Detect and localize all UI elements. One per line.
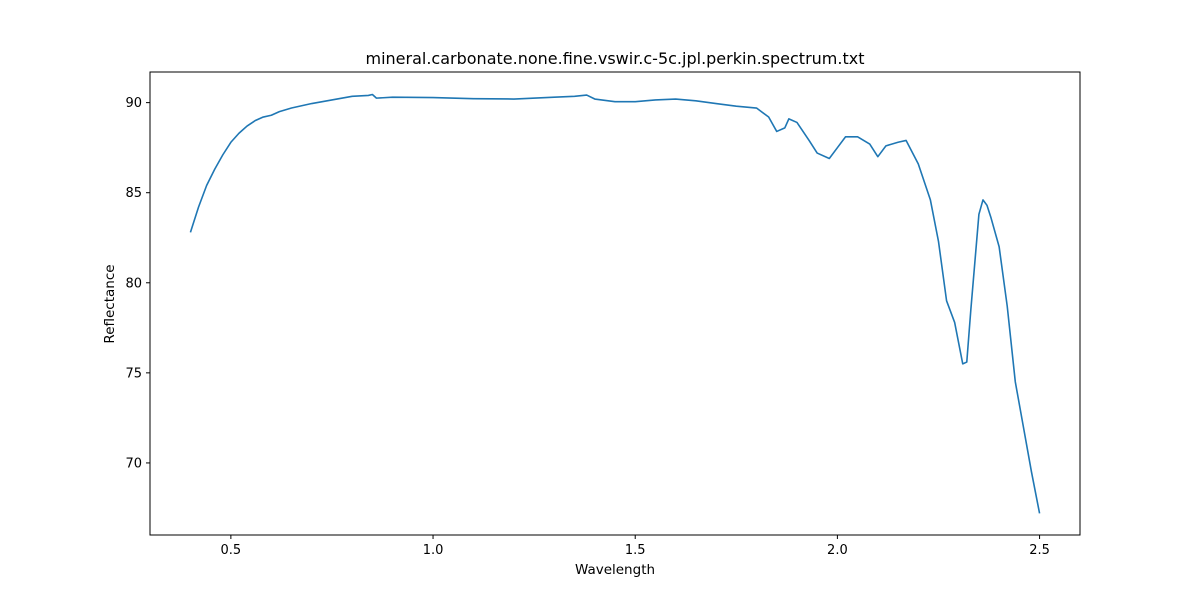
y-axis-label: Reflectance	[102, 264, 118, 343]
x-axis-label: Wavelength	[575, 562, 655, 578]
x-tick-label: 1.0	[423, 543, 444, 558]
axes-frame	[149, 71, 1081, 536]
x-tick-label: 2.5	[1029, 543, 1050, 558]
y-tick-label: 80	[125, 276, 142, 291]
x-axis-ticks: 0.5 1.0 1.5 2.0 2.5	[221, 535, 1050, 558]
y-tick-label: 90	[125, 96, 142, 111]
plot-area	[189, 93, 1041, 514]
x-tick-label: 0.5	[221, 543, 242, 558]
y-axis-ticks: 70 75 80 85 90	[125, 96, 150, 471]
series-line-0	[189, 93, 1041, 514]
y-tick-label: 75	[125, 366, 142, 381]
y-tick-label: 70	[125, 456, 142, 471]
chart-title: mineral.carbonate.none.fine.vswir.c-5c.j…	[366, 49, 865, 68]
x-tick-label: 2.0	[827, 543, 848, 558]
y-tick-label: 85	[125, 186, 142, 201]
x-tick-label: 1.5	[625, 543, 646, 558]
